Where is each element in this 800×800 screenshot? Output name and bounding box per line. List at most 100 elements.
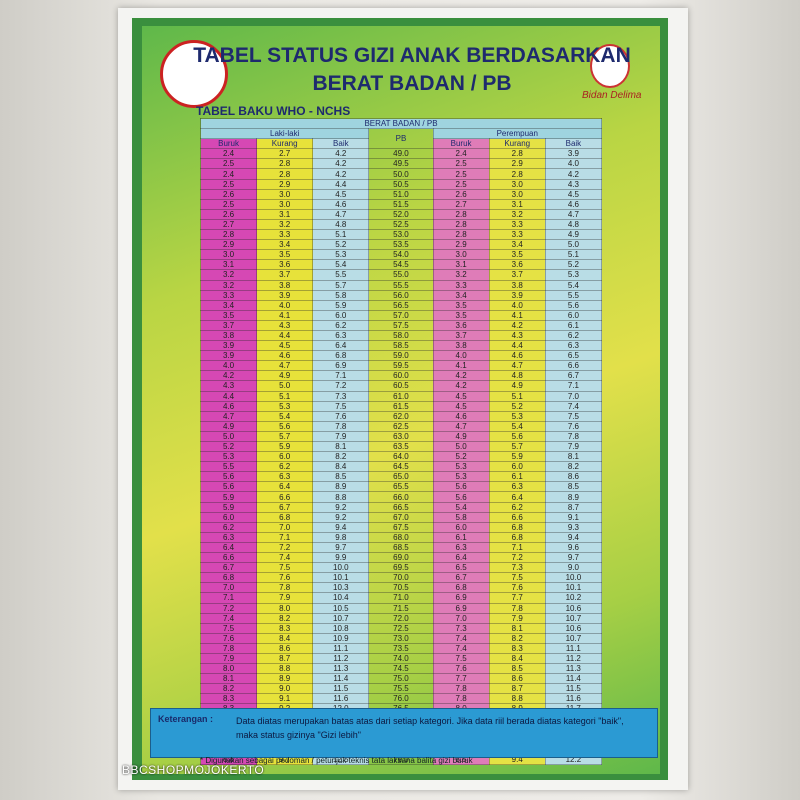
- row: 2.5 2.9 4.4 50.5 2.5 3.0 4.3: [199, 178, 603, 190]
- cell: 8.6: [544, 471, 603, 483]
- cell: 65.0: [368, 471, 434, 483]
- cell: 4.0: [432, 350, 490, 362]
- cell: 2.4: [432, 148, 490, 160]
- cell: 64.5: [368, 461, 434, 473]
- cell: 8.7: [488, 683, 546, 695]
- row: 7.2 8.0 10.5 71.5 6.9 7.8 10.6: [199, 602, 603, 614]
- cell: 6.5: [432, 562, 490, 574]
- cell: 9.2: [312, 511, 370, 523]
- cell: 2.6: [432, 188, 490, 200]
- cell: 8.1: [312, 440, 370, 453]
- cell: 3.0: [199, 249, 258, 261]
- cell: 6.1: [544, 319, 603, 331]
- cell: 9.8: [312, 531, 370, 543]
- cell: 4.0: [199, 360, 258, 372]
- row: 6.0 6.8 9.2 67.0 5.8 6.6 9.1: [199, 511, 603, 523]
- cell: 5.2: [488, 400, 546, 412]
- cell: 5.9: [488, 451, 546, 463]
- row: 7.9 8.7 11.2 74.0 7.5 8.4 11.2: [199, 652, 603, 665]
- cell: 2.5: [432, 178, 490, 190]
- cell: 53.0: [368, 229, 434, 241]
- cell: 5.7: [488, 440, 546, 453]
- cell: 10.5: [312, 602, 370, 614]
- cell: 60.5: [368, 380, 434, 392]
- row: 2.9 3.4 5.2 53.5 2.9 3.4 5.0: [199, 239, 603, 251]
- cell: 7.3: [312, 390, 370, 402]
- cell: 8.1: [199, 673, 258, 685]
- cell: 8.5: [312, 471, 370, 483]
- cell: 8.7: [544, 501, 603, 513]
- header-cell: PB: [368, 128, 434, 150]
- cell: 7.2: [256, 541, 314, 554]
- cell: 7.6: [488, 582, 546, 594]
- cell: 3.9: [199, 350, 258, 362]
- cell: 63.0: [368, 430, 434, 443]
- cell: 4.2: [544, 168, 603, 180]
- cell: 6.2: [488, 501, 546, 513]
- note-text: Data diatas merupakan batas atas dari se…: [236, 716, 624, 740]
- cell: 3.2: [488, 208, 546, 220]
- cell: 9.0: [256, 683, 314, 695]
- cell: 61.0: [368, 390, 434, 402]
- row: 5.9 6.6 8.8 66.0 5.6 6.4 8.9: [199, 491, 603, 503]
- cell: 4.6: [199, 400, 258, 412]
- row: 7.8 8.6 11.1 73.5 7.4 8.3 11.1: [199, 642, 603, 654]
- cell: 7.8: [199, 642, 258, 654]
- cell: 6.8: [488, 531, 546, 543]
- cell: 6.7: [199, 562, 258, 574]
- cell: 7.6: [199, 632, 258, 644]
- cell: 6.8: [199, 572, 258, 584]
- cell: 7.9: [544, 440, 603, 453]
- cell: 8.4: [488, 652, 546, 665]
- cell: 3.7: [488, 269, 546, 281]
- cell: 6.8: [488, 521, 546, 533]
- cell: 50.5: [368, 178, 434, 190]
- watermark: BBCSHOPMOJOKERTO: [122, 763, 265, 777]
- cell: 8.3: [199, 693, 258, 705]
- cell: 8.2: [256, 612, 314, 624]
- row: 2.6 3.0 4.5 51.0 2.6 3.0 4.5: [199, 188, 603, 200]
- cell: 5.1: [256, 390, 314, 402]
- cell: 73.5: [368, 642, 434, 654]
- cell: 3.8: [488, 279, 546, 291]
- cell: 7.8: [312, 420, 370, 432]
- cell: 4.1: [256, 309, 314, 321]
- cell: 11.1: [312, 642, 370, 654]
- cell: 3.3: [488, 218, 546, 231]
- cell: 8.6: [488, 673, 546, 685]
- cell: 3.9: [544, 148, 603, 160]
- cell: 73.0: [368, 632, 434, 644]
- row: 6.3 7.1 9.8 68.0 6.1 6.8 9.4: [199, 531, 603, 543]
- cell: 5.1: [544, 249, 603, 261]
- cell: 7.1: [544, 380, 603, 392]
- cell: 7.8: [488, 602, 546, 614]
- cell: 9.3: [544, 521, 603, 533]
- cell: 4.0: [488, 299, 546, 311]
- row: 2.6 3.1 4.7 52.0 2.8 3.2 4.7: [199, 208, 603, 220]
- cell: 11.6: [312, 693, 370, 705]
- cell: 61.5: [368, 400, 434, 412]
- cell: 4.6: [432, 410, 490, 422]
- cell: 6.9: [432, 602, 490, 614]
- cell: 5.4: [544, 279, 603, 291]
- cell: 5.4: [432, 501, 490, 513]
- cell: 5.7: [312, 279, 370, 291]
- cell: 6.4: [488, 491, 546, 503]
- cell: 2.5: [199, 158, 258, 170]
- row: 3.1 3.6 5.4 54.5 3.1 3.6 5.2: [199, 259, 603, 271]
- row: 5.3 6.0 8.2 64.0 5.2 5.9 8.1: [199, 451, 603, 463]
- cell: 3.1: [256, 208, 314, 220]
- cell: 7.9: [488, 612, 546, 624]
- cell: 6.6: [199, 552, 258, 564]
- cell: 5.9: [199, 501, 258, 513]
- cell: 7.6: [256, 572, 314, 584]
- row: 3.3 3.9 5.8 56.0 3.4 3.9 5.5: [199, 289, 603, 301]
- cell: 5.6: [432, 491, 490, 503]
- cell: 4.8: [544, 218, 603, 231]
- cell: 6.0: [432, 521, 490, 533]
- cell: 2.9: [199, 239, 258, 251]
- cell: 10.8: [312, 622, 370, 634]
- row: 5.2 5.9 8.1 63.5 5.0 5.7 7.9: [199, 440, 603, 453]
- cell: 5.4: [256, 410, 314, 422]
- row: 2.7 3.2 4.8 52.5 2.8 3.3 4.8: [199, 218, 603, 231]
